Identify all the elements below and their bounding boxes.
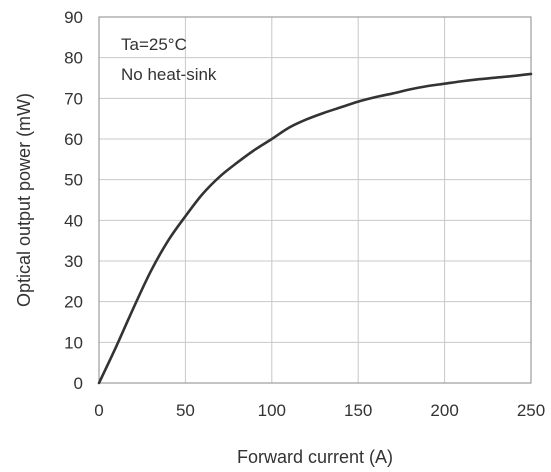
annotation-temperature: Ta=25°C	[121, 35, 187, 54]
x-axis-ticks: 0 50 100 150 200 250	[94, 401, 545, 420]
y-tick-label-20: 20	[64, 293, 83, 312]
y-tick-label-80: 80	[64, 49, 83, 68]
y-tick-label-70: 70	[64, 89, 83, 108]
x-tick-label-250: 250	[517, 401, 545, 420]
y-tick-label-60: 60	[64, 130, 83, 149]
x-tick-label-150: 150	[344, 401, 372, 420]
x-tick-label-100: 100	[258, 401, 286, 420]
x-tick-label-50: 50	[176, 401, 195, 420]
y-tick-label-90: 90	[64, 8, 83, 27]
y-tick-label-10: 10	[64, 333, 83, 352]
y-tick-label-0: 0	[74, 374, 83, 393]
annotation-heatsink: No heat-sink	[121, 65, 217, 84]
y-tick-label-40: 40	[64, 211, 83, 230]
y-tick-label-30: 30	[64, 252, 83, 271]
x-axis-label: Forward current (A)	[237, 447, 393, 467]
x-tick-label-200: 200	[430, 401, 458, 420]
series-group	[97, 72, 533, 385]
y-tick-label-50: 50	[64, 171, 83, 190]
y-axis-label: Optical output power (mW)	[14, 93, 34, 307]
plot-area-border	[98, 16, 532, 384]
y-axis-ticks: 0 10 20 30 40 50 60 70 80 90	[64, 8, 83, 393]
series-line-0	[97, 72, 533, 385]
x-tick-label-0: 0	[94, 401, 103, 420]
